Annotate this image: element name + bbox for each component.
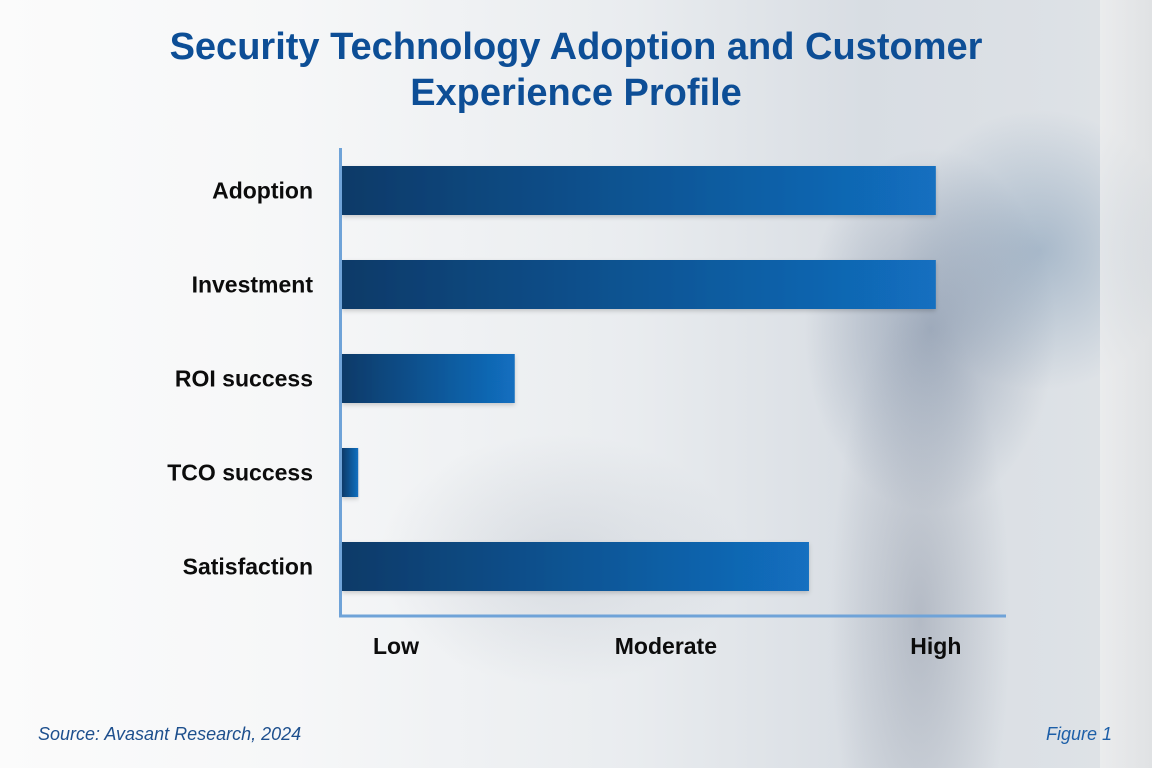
tick-labels-group: Low Moderate High [373, 633, 961, 659]
category-label: ROI success [175, 366, 313, 392]
bar-investment [342, 260, 936, 309]
bar-roi-success [342, 354, 515, 403]
bar-adoption [342, 166, 936, 215]
source-note: Source: Avasant Research, 2024 [38, 724, 302, 744]
category-label: Satisfaction [183, 554, 313, 580]
figure-label: Figure 1 [1045, 724, 1112, 744]
chart-title-line-2: Experience Profile [410, 72, 742, 114]
category-label: TCO success [167, 460, 313, 486]
category-labels-group: Adoption Investment ROI success TCO success… [167, 178, 313, 580]
chart-title-line-1: Security Technology Adoption and Custome… [169, 26, 983, 68]
bar-tco-success [342, 448, 359, 497]
background-window-frame [1100, 0, 1152, 768]
chart-title: Security Technology Adoption and Custome… [0, 24, 1152, 116]
category-label: Investment [192, 272, 314, 298]
x-tick-label: Low [373, 633, 419, 659]
category-label: Adoption [212, 178, 313, 204]
bar-satisfaction [342, 542, 809, 591]
bars-group [342, 166, 936, 591]
x-tick-label: Moderate [615, 633, 717, 659]
x-tick-label: High [910, 633, 961, 659]
